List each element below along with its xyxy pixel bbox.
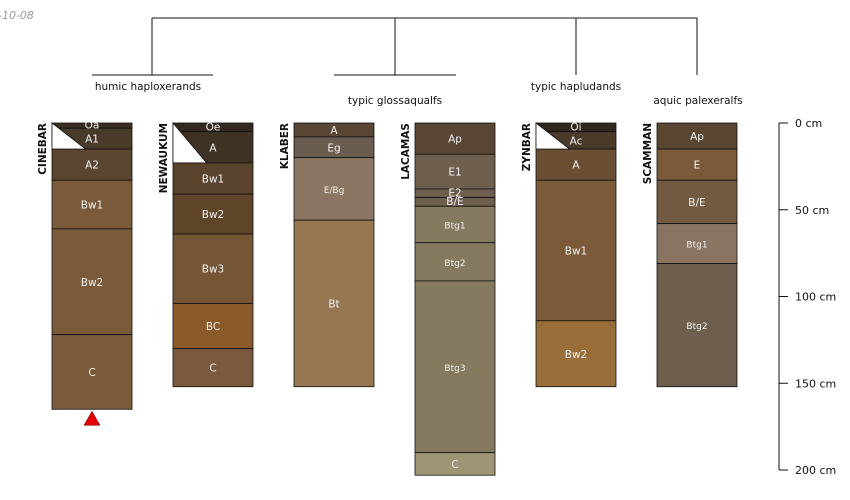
- horizon-label: C: [88, 367, 95, 379]
- horizon-c: [414, 452, 496, 476]
- horizon-label: Oe: [206, 121, 221, 133]
- horizon-ap: [656, 122, 738, 150]
- horizon-label: A1: [85, 134, 99, 146]
- profile-name-newaukum: NEWAUKUM: [158, 123, 170, 193]
- horizon-label: Btg1: [686, 241, 707, 251]
- horizon-ap: [414, 122, 496, 155]
- horizon-label: Bw1: [202, 174, 224, 186]
- horizon-bw1: [535, 179, 617, 322]
- horizon-bt: [293, 219, 375, 388]
- horizon-label: A: [330, 125, 338, 137]
- horizon-btg3: [414, 280, 496, 454]
- bottom-marker-icon: [83, 410, 101, 426]
- horizon-label: B/E: [688, 197, 705, 209]
- horizon-label: Bw3: [202, 264, 224, 276]
- horizon-a: [535, 148, 617, 181]
- horizon-bw2: [535, 320, 617, 388]
- horizon-label: A: [209, 142, 217, 154]
- horizon-label: Ap: [448, 134, 462, 146]
- horizon-btg2: [414, 242, 496, 282]
- horizon-label: Bw2: [202, 209, 224, 221]
- profile-newaukum: Oe A Bw1 Bw2 Bw3 BC C NEWAUKUM: [158, 121, 254, 388]
- horizon-label: Oi: [570, 121, 581, 133]
- horizon-label: Ac: [570, 135, 583, 147]
- profile-cinebar: Oa A1 A2 Bw1 Bw2 C CINEBAR: [37, 120, 133, 426]
- profile-name-cinebar: CINEBAR: [37, 123, 49, 175]
- soil-profiles: Oa A1 A2 Bw1 Bw2 C CINEBAR Oe A Bw1 Bw2 Bw3 BC C NEWAU…: [37, 120, 738, 476]
- horizon-wedge: [51, 122, 87, 150]
- dendrogram: [92, 17, 698, 76]
- horizon-c: [172, 348, 254, 388]
- horizon-label: BC: [206, 321, 220, 333]
- depth-scale: 0 cm 50 cm 100 cm 150 cm 200 cm: [778, 117, 836, 477]
- horizon-label: Bw1: [565, 246, 587, 258]
- horizon-label: Btg1: [444, 221, 465, 231]
- profile-name-scamman: SCAMMAN: [642, 123, 654, 184]
- group-label-typic-hapludands: typic hapludands: [531, 81, 621, 93]
- depth-tick-label: 0 cm: [795, 117, 822, 130]
- horizon-label: A2: [85, 160, 99, 172]
- horizon-label: E1: [448, 167, 461, 179]
- profile-name-klaber: KLABER: [279, 123, 291, 169]
- horizon-label: Ap: [690, 131, 704, 143]
- horizon-label: E: [694, 160, 701, 172]
- corner-label: -10-08: [0, 9, 34, 22]
- horizon-label: Eg: [327, 142, 340, 154]
- group-label-humic-haploxerands: humic haploxerands: [95, 81, 201, 93]
- horizon-a2: [51, 148, 133, 181]
- profile-name-zynbar: ZYNBAR: [521, 123, 533, 171]
- horizon-label: Bt: [328, 298, 339, 310]
- horizon-e-bg: [293, 157, 375, 221]
- horizon-wedge: [172, 121, 208, 164]
- horizon-btg2: [656, 263, 738, 388]
- profile-scamman: Ap E B/E Btg1 Btg2 SCAMMAN: [642, 122, 738, 388]
- horizon-btg1: [414, 205, 496, 244]
- horizon-b-e: [656, 179, 738, 225]
- group-label-typic-glossaqualfs: typic glossaqualfs: [348, 95, 442, 107]
- horizon-label: Oa: [85, 120, 100, 132]
- profile-klaber: A Eg E/Bg Bt KLABER: [279, 122, 375, 388]
- profile-name-lacamas: LACAMAS: [400, 123, 412, 180]
- horizon-bw3: [172, 233, 254, 304]
- horizon-label: Bw1: [81, 200, 103, 212]
- horizon-label: A: [572, 160, 580, 172]
- horizon-label: Btg2: [444, 259, 465, 269]
- horizon-c: [51, 334, 133, 410]
- horizon-bw2: [172, 193, 254, 235]
- depth-tick-label: 100 cm: [795, 291, 836, 304]
- horizon-label: Bw2: [565, 349, 587, 361]
- depth-tick-label: 50 cm: [795, 204, 829, 217]
- horizon-btg1: [656, 223, 738, 264]
- horizon-wedge: [535, 122, 571, 150]
- horizon-label: Bw2: [81, 277, 103, 289]
- group-label-aquic-palexeralfs: aquic palexeralfs: [653, 95, 742, 107]
- horizon-label: E/Bg: [324, 186, 345, 196]
- depth-tick-label: 150 cm: [795, 377, 836, 390]
- profile-lacamas: Ap E1 E2B/E Btg1 Btg2 Btg3 C LACAMAS: [400, 122, 496, 476]
- horizon-bc: [172, 303, 254, 349]
- horizon-label: Btg2: [686, 322, 707, 332]
- profile-zynbar: Oi Ac A Bw1 Bw2 ZYNBAR: [521, 121, 617, 388]
- depth-tick-label: 200 cm: [795, 464, 836, 477]
- horizon-label: C: [209, 363, 216, 375]
- horizon-label: B/E: [446, 196, 463, 208]
- horizon-label: C: [451, 459, 458, 471]
- horizon-e: [656, 148, 738, 181]
- horizon-label: Btg3: [444, 364, 465, 374]
- horizon-label: E2: [448, 187, 461, 199]
